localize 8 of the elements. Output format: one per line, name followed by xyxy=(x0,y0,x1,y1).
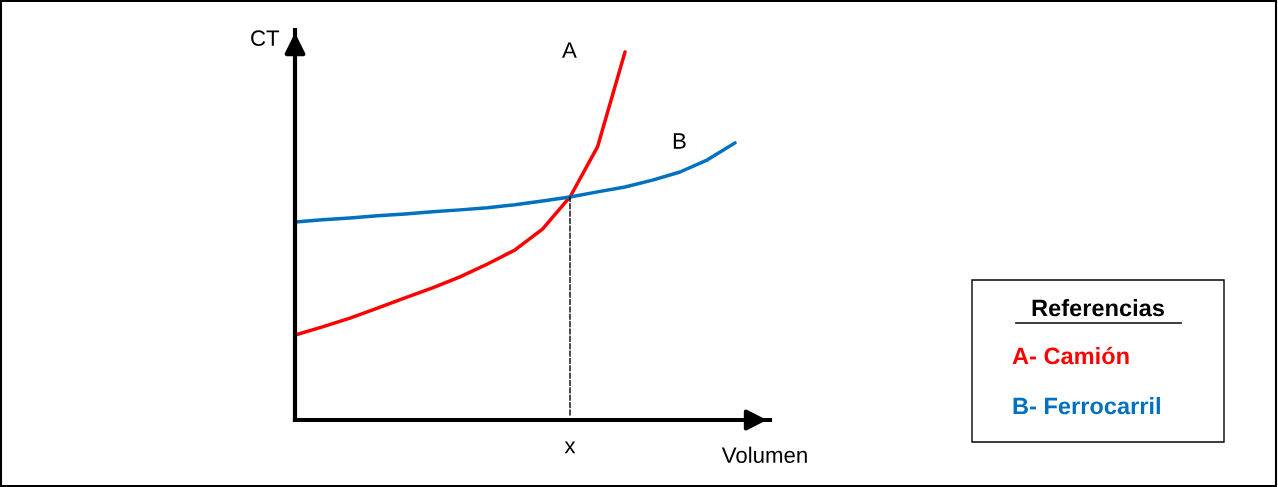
series-label: B xyxy=(673,133,686,149)
y-axis-title: CT xyxy=(251,30,280,46)
annotation: x xyxy=(564,441,576,454)
text: B- Ferrocarril xyxy=(1013,396,1160,415)
text: A- Camión xyxy=(1012,346,1129,365)
text: A xyxy=(562,42,577,58)
x-axis-title: Volumen xyxy=(721,446,807,463)
legend-title: Referencias xyxy=(1032,298,1164,317)
